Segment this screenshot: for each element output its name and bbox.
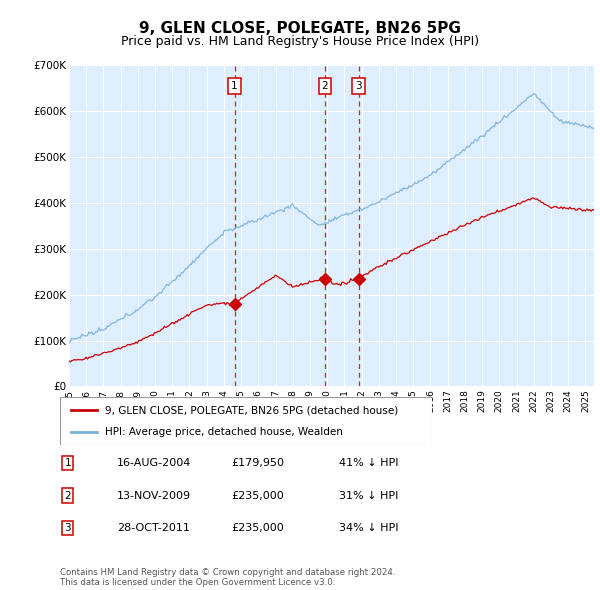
Text: 28-OCT-2011: 28-OCT-2011 <box>117 523 190 533</box>
Text: 31% ↓ HPI: 31% ↓ HPI <box>339 491 398 500</box>
Text: 3: 3 <box>355 81 362 91</box>
Text: 16-AUG-2004: 16-AUG-2004 <box>117 458 191 468</box>
Text: Price paid vs. HM Land Registry's House Price Index (HPI): Price paid vs. HM Land Registry's House … <box>121 35 479 48</box>
Text: 13-NOV-2009: 13-NOV-2009 <box>117 491 191 500</box>
Text: 1: 1 <box>231 81 238 91</box>
Text: HPI: Average price, detached house, Wealden: HPI: Average price, detached house, Weal… <box>104 427 343 437</box>
Text: Contains HM Land Registry data © Crown copyright and database right 2024.
This d: Contains HM Land Registry data © Crown c… <box>60 568 395 587</box>
Text: £235,000: £235,000 <box>231 491 284 500</box>
Text: £179,950: £179,950 <box>231 458 284 468</box>
Text: £235,000: £235,000 <box>231 523 284 533</box>
Text: 34% ↓ HPI: 34% ↓ HPI <box>339 523 398 533</box>
Text: 3: 3 <box>64 523 71 533</box>
Text: 9, GLEN CLOSE, POLEGATE, BN26 5PG (detached house): 9, GLEN CLOSE, POLEGATE, BN26 5PG (detac… <box>104 405 398 415</box>
Text: 9, GLEN CLOSE, POLEGATE, BN26 5PG: 9, GLEN CLOSE, POLEGATE, BN26 5PG <box>139 21 461 36</box>
Text: 41% ↓ HPI: 41% ↓ HPI <box>339 458 398 468</box>
Text: 1: 1 <box>64 458 71 468</box>
Text: 2: 2 <box>322 81 328 91</box>
Text: 2: 2 <box>64 491 71 500</box>
